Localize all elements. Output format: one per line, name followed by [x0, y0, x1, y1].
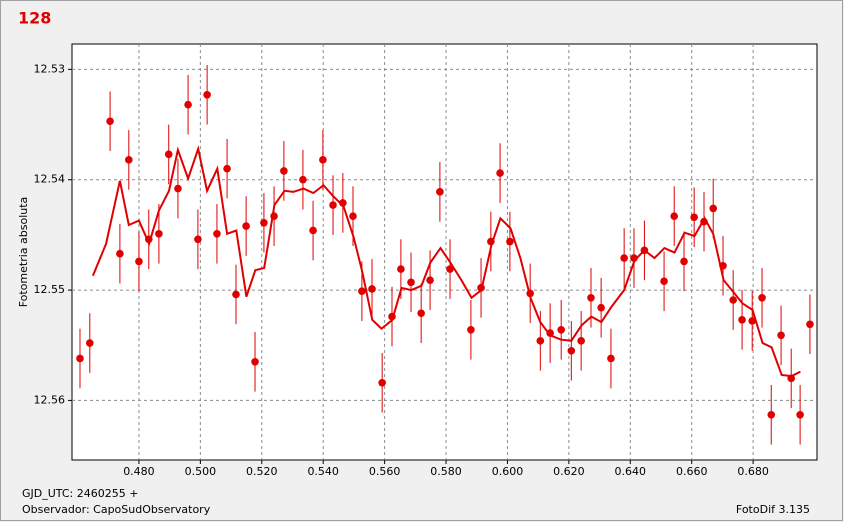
data-point — [349, 212, 357, 220]
data-point — [796, 410, 804, 419]
x-tick-label: 0.640 — [615, 465, 647, 478]
data-point — [378, 378, 386, 387]
data-point — [709, 204, 718, 213]
x-tick-label: 0.680 — [737, 465, 769, 478]
data-point — [174, 184, 182, 193]
data-point — [436, 188, 444, 196]
smoothed-line — [91, 145, 801, 378]
data-point — [660, 277, 668, 286]
y-tick-label: 12.55 — [34, 283, 66, 296]
data-point — [426, 276, 434, 284]
data-point — [767, 410, 776, 419]
x-tick-label: 0.480 — [123, 465, 155, 478]
footer-line: GJD_UTC: 2460255 + — [22, 487, 138, 500]
data-point — [164, 150, 173, 159]
y-axis-label: Fotometria absoluta — [17, 197, 30, 308]
data-point — [194, 235, 202, 244]
data-point — [368, 285, 376, 293]
data-point — [213, 229, 221, 238]
data-point — [155, 229, 163, 238]
data-point — [680, 257, 688, 266]
data-point — [223, 164, 231, 173]
footer-line: Observador: CapoSudObservatory — [22, 503, 211, 516]
data-point — [536, 337, 545, 345]
data-point — [116, 249, 124, 258]
data-point — [280, 167, 288, 175]
data-point — [319, 156, 327, 164]
data-point — [299, 175, 307, 184]
x-tick-label: 0.540 — [307, 465, 339, 478]
chart-title: 128 — [18, 9, 51, 28]
data-point — [777, 331, 785, 340]
data-point — [329, 201, 337, 209]
data-point — [806, 320, 814, 329]
data-point — [203, 90, 211, 99]
y-tick-label: 12.54 — [34, 173, 66, 186]
data-point — [86, 339, 94, 347]
y-tick-label: 12.53 — [34, 62, 66, 75]
data-point — [242, 222, 250, 230]
data-point — [309, 226, 317, 235]
data-point — [620, 254, 628, 262]
y-tick-label: 12.56 — [34, 393, 66, 406]
data-point — [76, 354, 84, 363]
data-point — [260, 218, 268, 227]
data-point — [567, 346, 576, 355]
x-tick-label: 0.520 — [246, 465, 278, 478]
data-point — [496, 169, 504, 177]
data-point — [729, 296, 737, 304]
data-point — [397, 265, 405, 273]
data-point — [506, 237, 514, 246]
data-point — [232, 290, 240, 299]
x-tick-label: 0.620 — [553, 465, 585, 478]
data-point — [557, 325, 565, 334]
data-point — [125, 156, 133, 164]
x-tick-label: 0.600 — [492, 465, 524, 478]
data-point — [407, 278, 415, 287]
data-point — [587, 293, 595, 302]
data-point — [417, 309, 425, 318]
plot-area — [71, 43, 818, 461]
data-point — [106, 117, 114, 126]
data-point — [251, 357, 259, 366]
x-tick-label: 0.660 — [676, 465, 708, 478]
x-tick-label: 0.560 — [369, 465, 401, 478]
data-point — [467, 325, 475, 334]
data-point — [597, 303, 605, 312]
data-point — [738, 316, 746, 324]
data-point — [748, 317, 757, 325]
data-point — [670, 212, 679, 220]
data-point — [577, 337, 585, 345]
data-point — [607, 354, 615, 363]
data-point — [358, 287, 366, 295]
x-tick-label: 0.580 — [430, 465, 462, 478]
data-point — [758, 293, 766, 302]
data-point — [690, 213, 698, 222]
footer-version: FotoDif 3.135 — [736, 503, 810, 516]
x-tick-label: 0.500 — [185, 465, 217, 478]
data-point — [184, 100, 192, 109]
data-point — [446, 265, 454, 273]
data-point — [135, 257, 143, 266]
